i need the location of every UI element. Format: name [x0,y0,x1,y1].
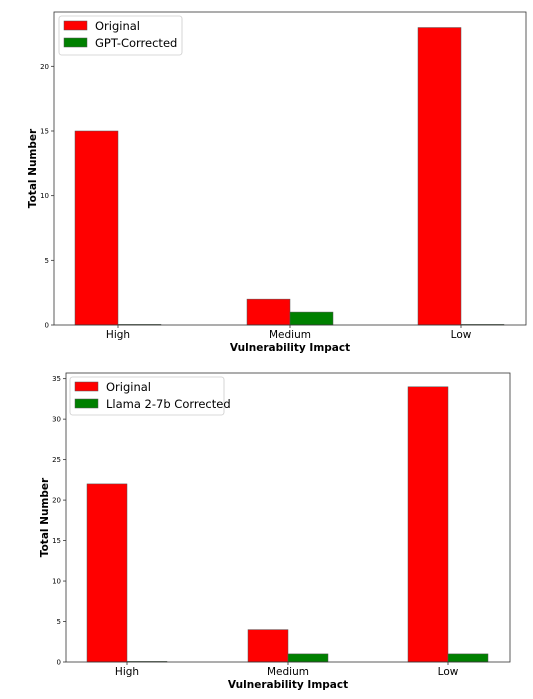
y-tick-label: 35 [52,375,61,383]
x-tick-label: High [115,666,139,678]
bar-original-medium [247,629,289,663]
legend-label: GPT-Corrected [95,36,177,50]
y-tick-label: 15 [52,537,61,545]
x-tick-label: High [106,329,130,341]
x-axis-label: Vulnerability Impact [230,342,350,354]
y-tick-label: 0 [45,322,49,330]
y-tick-label: 5 [57,618,61,626]
bar-llama-2-7b-corrected-medium [287,653,329,663]
chart-gpt-corrected: 0 5 10 15 20 High Medium Low Vulnerability Impac… [27,11,527,354]
bar-gpt-corrected-medium [289,311,334,326]
y-tick-label: 15 [40,127,49,135]
chart-llama-corrected-svg: 0 5 10 15 20 25 30 35 High Medium Low Vulnerability… [39,372,511,691]
chart-llama-corrected: 0 5 10 15 20 25 30 35 High Medium Low Vulnerability… [0,360,533,699]
x-tick-label: Low [438,666,459,678]
legend-label: Original [95,19,140,33]
bar-original-high [74,130,119,326]
y-tick-label: 20 [52,497,61,505]
bar-original-high [86,483,128,663]
y-tick-label: 10 [52,578,61,586]
y-tick-label: 25 [52,456,61,464]
chart-gpt-corrected-svg: 0 5 10 15 20 High Medium Low Vulnerability Impac… [27,11,527,354]
y-tick-label: 0 [57,659,61,667]
bar-original-medium [246,298,291,326]
x-tick-label: Medium [269,329,311,341]
y-tick-label: 30 [52,416,61,424]
y-axis-label: Total Number [27,128,39,208]
bar-llama-2-7b-corrected-low [447,653,489,663]
x-tick-label: Low [451,329,472,341]
legend [69,376,225,416]
y-tick-label: 10 [40,192,49,200]
y-axis-label: Total Number [39,477,51,557]
bar-original-low [417,27,462,326]
legend-swatch [63,37,88,48]
legend-label: Original [106,380,151,394]
y-tick-label: 20 [40,63,49,71]
bar-original-low [407,386,449,663]
x-tick-label: Medium [267,666,309,678]
legend-swatch [74,398,99,409]
x-axis-label: Vulnerability Impact [228,679,348,691]
legend-label: Llama 2-7b Corrected [106,397,231,411]
legend-swatch [63,20,88,31]
legend [58,15,183,56]
y-tick-label: 5 [45,257,49,265]
legend-swatch [74,381,99,392]
